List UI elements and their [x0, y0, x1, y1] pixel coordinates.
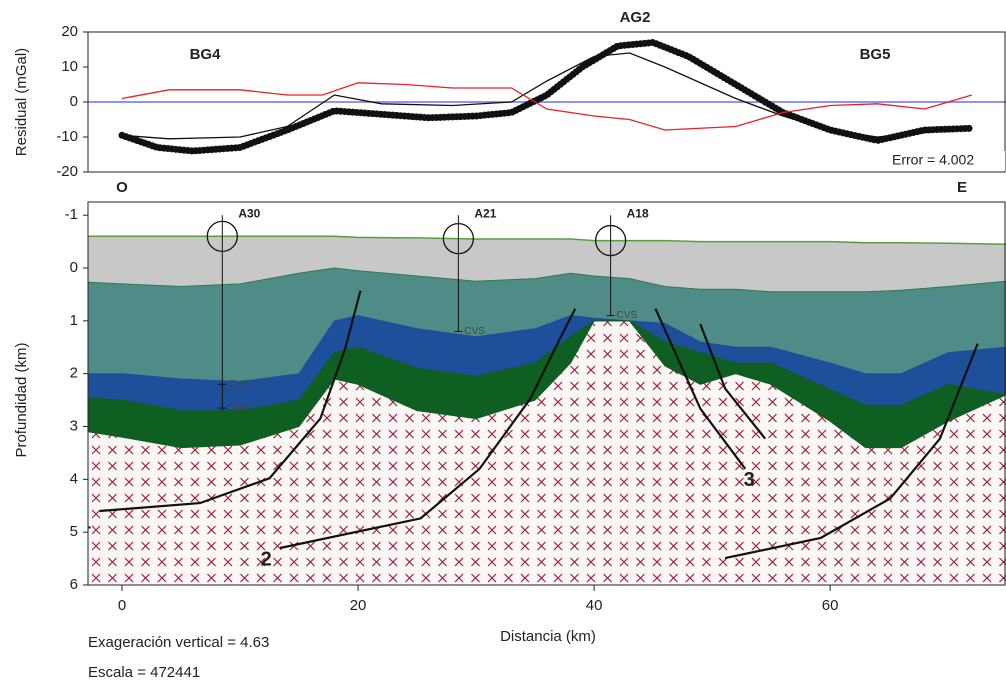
well-name: A21: [474, 206, 496, 220]
fault-label: 2: [261, 548, 272, 570]
x-tick-label: 40: [586, 597, 603, 614]
y-tick-label: 20: [61, 23, 78, 40]
y-tick-label: 5: [70, 523, 78, 540]
observed-line: [118, 38, 976, 155]
note: Exageración vertical = 4.63: [88, 634, 269, 651]
y-tick-label: 3: [70, 417, 78, 434]
annotation: E: [957, 179, 967, 196]
y-tick-label: 4: [70, 470, 78, 487]
x-tick-label: 0: [118, 597, 126, 614]
y-tick-label: 1: [70, 312, 78, 329]
fault-label: 3: [744, 469, 755, 491]
x-tick-label: 60: [822, 597, 839, 614]
y-tick-label: -10: [56, 128, 78, 145]
marker-label: CVS: [464, 326, 485, 337]
fault: [279, 308, 577, 550]
well-name: A30: [238, 206, 260, 220]
marker-label: CVS: [617, 310, 638, 321]
marker-label: CMS: [228, 403, 251, 414]
fault: [699, 323, 767, 440]
layer: [88, 320, 1006, 585]
top-frame: [87, 31, 1006, 173]
fault-label: 1: [80, 511, 91, 533]
y-tick-label: 0: [70, 259, 78, 276]
well-name: A18: [627, 206, 649, 220]
x-axis-label: Distancia (km): [500, 628, 596, 645]
fault: [99, 290, 362, 513]
boundary-line: [88, 320, 1006, 449]
annotation: BG5: [860, 46, 891, 63]
x-tick-label: 20: [350, 597, 367, 614]
note: Escala = 472441: [88, 664, 200, 681]
y-tick-label: 0: [70, 93, 78, 110]
well-symbol: [442, 223, 475, 255]
residual-plot: [88, 38, 1006, 155]
annotation: O: [116, 179, 128, 196]
fault: [654, 308, 747, 470]
annotation: Error = 4.002: [892, 152, 974, 168]
bottom-frame: [87, 201, 1006, 586]
fault: [724, 343, 979, 560]
well-symbol: [206, 220, 238, 252]
boundary-line: [88, 267, 1006, 293]
annotation: AG2: [620, 9, 651, 26]
y-axis-label: Residual (mGal): [13, 48, 30, 156]
series-line: [121, 82, 972, 131]
boundary-line: [88, 315, 1006, 383]
y-tick-label: 2: [70, 365, 78, 382]
well-symbol: [594, 224, 627, 257]
error-box: [886, 151, 1005, 171]
y-tick-label: -20: [56, 163, 78, 180]
section-plot: 1 2 3 A30 CVS CMS A21 CVS A18 CVS: [80, 202, 1006, 585]
annotation: BG4: [190, 46, 222, 63]
series-line: [121, 52, 972, 140]
y-axis-label: Profundidad (km): [13, 342, 30, 457]
marker-label: CVS: [228, 379, 249, 390]
boundary-line: [88, 235, 1006, 246]
boundary-line: [88, 320, 1006, 412]
y-tick-label: -1: [65, 206, 78, 223]
y-tick-label: 10: [61, 58, 78, 75]
y-tick-label: 6: [70, 576, 78, 593]
